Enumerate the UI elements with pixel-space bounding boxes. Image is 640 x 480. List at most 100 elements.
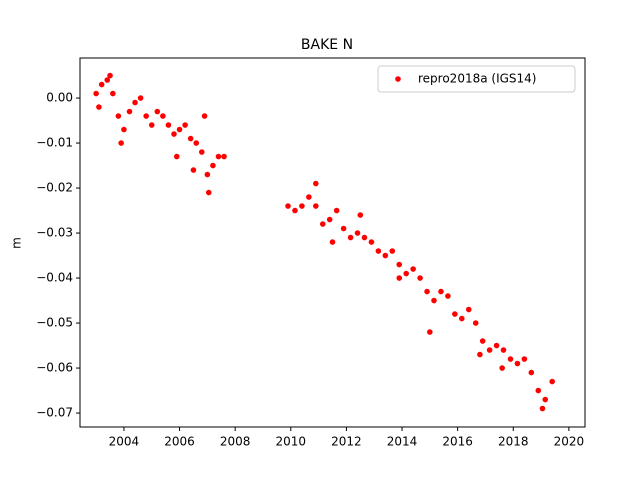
x-tick-label: 2010: [276, 435, 307, 449]
point: [542, 396, 549, 403]
point: [382, 252, 389, 259]
point: [190, 167, 197, 173]
point: [171, 131, 177, 137]
point: [143, 113, 149, 119]
point: [521, 356, 528, 362]
x-tick-label: 2014: [387, 435, 418, 449]
point: [93, 90, 99, 97]
point: [375, 248, 382, 254]
point: [452, 311, 458, 317]
point: [477, 351, 483, 358]
point: [313, 203, 319, 209]
point: [115, 113, 122, 119]
y-tick-label: −0.04: [36, 271, 73, 285]
point: [389, 248, 396, 254]
x-tick-label: 2020: [554, 435, 585, 449]
point: [173, 153, 180, 160]
point: [368, 239, 375, 245]
point: [160, 113, 166, 119]
point: [329, 239, 336, 245]
point: [205, 189, 212, 196]
point: [137, 95, 144, 101]
point: [193, 140, 200, 146]
y-tick-label: 0.00: [46, 91, 73, 105]
point: [357, 212, 364, 218]
y-axis-label: m: [10, 237, 24, 249]
point: [299, 203, 305, 209]
point: [424, 288, 430, 295]
point: [500, 347, 507, 353]
legend-box: [377, 65, 576, 93]
chart-title: BAKE N: [301, 37, 353, 53]
point: [361, 234, 368, 241]
point: [292, 207, 298, 214]
point: [514, 360, 521, 367]
point: [215, 153, 222, 160]
point: [199, 149, 205, 155]
point: [210, 162, 216, 169]
point: [459, 315, 465, 322]
point: [445, 293, 451, 299]
point: [107, 72, 113, 79]
point: [306, 194, 312, 200]
point: [479, 338, 486, 344]
point: [528, 369, 535, 376]
point: [347, 234, 354, 241]
x-tick-label: 2018: [498, 435, 529, 449]
point: [104, 77, 111, 83]
point: [427, 329, 433, 335]
x-tick-label: 2004: [109, 435, 140, 449]
x-tick-label: 2012: [331, 435, 362, 449]
point: [333, 207, 340, 214]
point: [126, 108, 133, 115]
point: [187, 135, 194, 142]
point: [96, 104, 102, 110]
point: [148, 122, 155, 128]
point: [221, 153, 227, 160]
point: [204, 171, 211, 178]
point: [176, 126, 183, 133]
point: [499, 365, 505, 371]
point: [403, 270, 409, 277]
point: [472, 320, 479, 326]
point: [319, 221, 326, 227]
point: [340, 225, 347, 232]
point: [326, 216, 333, 223]
point: [431, 297, 437, 304]
point: [410, 266, 416, 272]
point: [98, 81, 105, 88]
point: [417, 275, 423, 281]
point: [396, 275, 403, 281]
point: [182, 122, 188, 128]
y-tick-label: −0.01: [36, 136, 73, 150]
x-tick-label: 2016: [442, 435, 473, 449]
y-tick-label: −0.03: [36, 226, 73, 240]
y-tick-label: −0.05: [36, 316, 73, 330]
legend-label: repro2018a (IGS14): [418, 72, 536, 86]
point: [465, 306, 472, 313]
y-tick-label: −0.02: [36, 181, 73, 195]
x-tick-label: 2006: [164, 435, 195, 449]
point: [486, 347, 493, 353]
point: [165, 122, 172, 128]
point: [110, 90, 116, 97]
point: [396, 261, 403, 268]
point: [438, 288, 444, 295]
point: [154, 108, 161, 115]
y-tick-label: −0.06: [36, 361, 73, 375]
point: [121, 126, 127, 133]
x-tick-label: 2008: [220, 435, 251, 449]
y-tick-label: −0.07: [36, 406, 73, 420]
point: [354, 230, 361, 236]
legend-marker: [395, 76, 401, 82]
point: [313, 180, 319, 187]
point: [549, 378, 555, 385]
point: [132, 99, 138, 106]
point: [535, 387, 542, 394]
point: [507, 356, 514, 362]
series: [93, 72, 555, 412]
plot-frame: [79, 57, 586, 428]
point: [493, 342, 500, 349]
point: [201, 113, 208, 119]
